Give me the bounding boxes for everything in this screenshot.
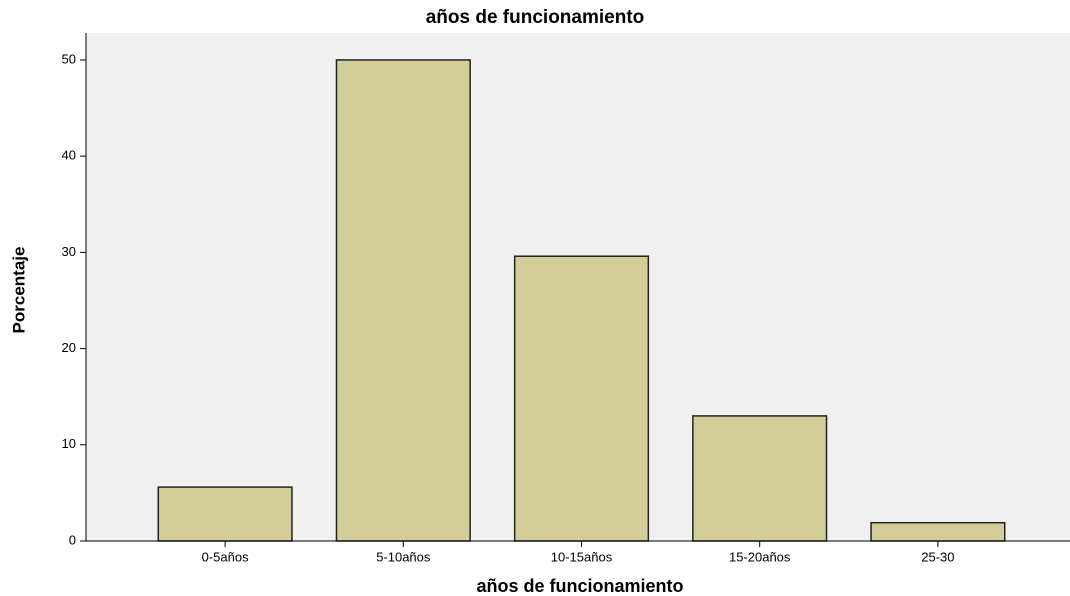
y-tick-label: 40 bbox=[62, 148, 76, 163]
y-tick-label: 10 bbox=[62, 436, 76, 451]
chart-title: años de funcionamiento bbox=[426, 7, 645, 28]
x-tick-label: 5-10años bbox=[376, 549, 431, 564]
y-tick-label: 50 bbox=[62, 51, 76, 66]
x-axis-label: años de funcionamiento bbox=[476, 576, 683, 596]
x-tick-label: 15-20años bbox=[729, 549, 791, 564]
bar bbox=[335, 59, 471, 542]
bar bbox=[513, 255, 650, 542]
bar bbox=[692, 415, 828, 542]
y-axis-label: Porcentaje bbox=[9, 247, 28, 334]
x-tick-label: 25-30 bbox=[921, 549, 954, 564]
bar bbox=[870, 521, 1006, 542]
x-tick-label: 10-15años bbox=[551, 549, 613, 564]
bar bbox=[157, 486, 293, 542]
y-tick-label: 20 bbox=[62, 340, 76, 355]
x-tick-label: 0-5años bbox=[202, 549, 249, 564]
y-tick-label: 30 bbox=[62, 244, 76, 259]
y-tick-label: 0 bbox=[69, 532, 76, 547]
